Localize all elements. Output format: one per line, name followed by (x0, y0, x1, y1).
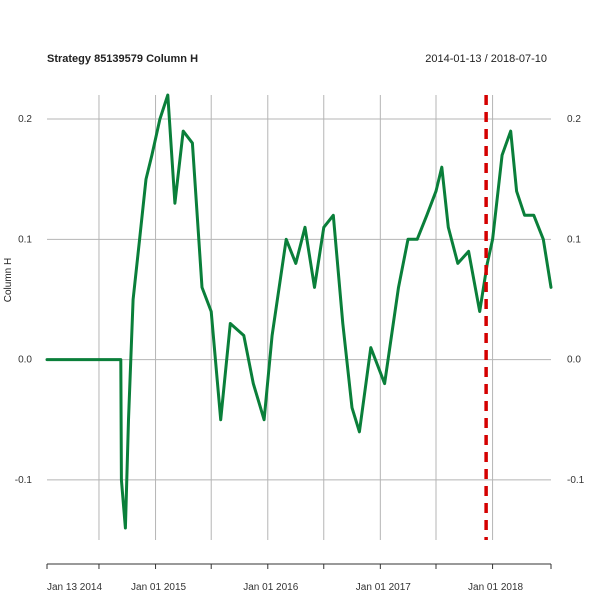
y-axis-label: Column H (3, 258, 14, 302)
y-tick-label-right: -0.1 (567, 475, 585, 486)
y-tick-label-right: 0.1 (567, 234, 581, 245)
y-tick-label-right: 0.2 (567, 114, 581, 125)
chart-date-range: 2014-01-13 / 2018-07-10 (425, 53, 547, 65)
y-ticks-left: -0.1 0.0 0.1 0.2 (15, 114, 33, 486)
y-tick-label: 0.0 (18, 355, 32, 366)
chart-title: Strategy 85139579 Column H (47, 53, 198, 65)
series-line (45, 93, 553, 530)
x-tick-label: Jan 01 2016 (243, 582, 298, 593)
x-tick-label: Jan 13 2014 (47, 582, 102, 593)
y-ticks-right: -0.1 0.0 0.1 0.2 (567, 114, 585, 486)
x-axis: Jan 13 2014 Jan 01 2015 Jan 01 2016 Jan 01 … (46, 563, 552, 593)
x-tick-label: Jan 01 2018 (468, 582, 523, 593)
plot-area (45, 93, 553, 540)
y-tick-label: 0.1 (18, 234, 32, 245)
y-tick-label: -0.1 (15, 475, 33, 486)
y-tick-label-right: 0.0 (567, 355, 581, 366)
x-tick-label: Jan 01 2017 (356, 582, 411, 593)
y-tick-label: 0.2 (18, 114, 32, 125)
x-tick-label: Jan 01 2015 (131, 582, 186, 593)
